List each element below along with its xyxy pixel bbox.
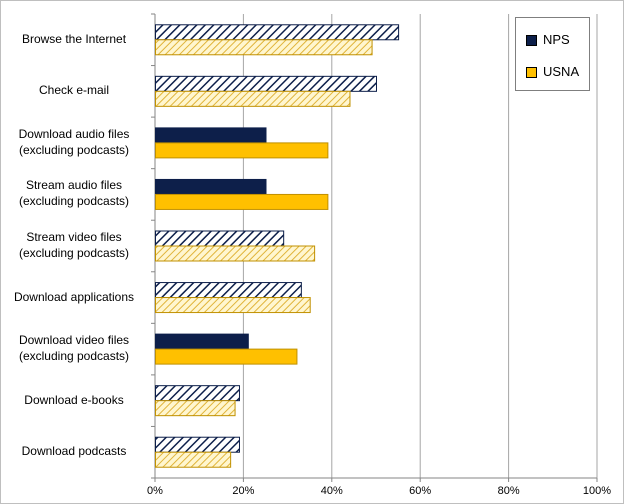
bar-usna-2: [155, 142, 329, 159]
bar-usna-0: [155, 39, 373, 56]
category-label: Download applications: [13, 289, 135, 304]
legend-label-usna: USNA: [543, 64, 580, 79]
legend: NPS USNA: [515, 17, 590, 91]
x-tick-label: 100%: [582, 485, 612, 497]
bar-usna-4: [155, 245, 316, 262]
bar-usna-6: [155, 348, 298, 365]
bar-nps-1: [155, 75, 377, 92]
bar-usna-3: [155, 193, 329, 210]
x-tick-label: 40%: [320, 485, 343, 497]
bar-nps-5: [155, 282, 302, 299]
x-tick-label: 60%: [409, 485, 432, 497]
category-label: Browse the Internet: [21, 31, 127, 46]
bar-usna-8: [155, 451, 232, 468]
legend-label-nps: NPS: [543, 32, 570, 47]
category-label: Download e-books: [24, 392, 124, 407]
bar-usna-5: [155, 297, 311, 314]
bar-nps-4: [155, 230, 285, 247]
x-tick-label: 80%: [497, 485, 520, 497]
category-label: Download video files (excluding podcasts…: [18, 333, 130, 364]
x-tick-label: 0%: [147, 485, 163, 497]
bar-usna-7: [155, 400, 236, 417]
bar-nps-8: [155, 436, 240, 453]
bar-nps-0: [155, 24, 400, 41]
category-label: Download audio files (excluding podcasts…: [18, 126, 130, 157]
category-label: Download podcasts: [21, 444, 127, 459]
legend-swatch-nps: [526, 35, 537, 46]
category-label: Stream video files (excluding podcasts): [18, 230, 130, 260]
bar-usna-1: [155, 90, 351, 107]
legend-swatch-usna: [526, 67, 537, 78]
category-label: Check e-mail: [38, 83, 110, 98]
bar-nps-6: [155, 333, 249, 350]
bar-nps-3: [155, 178, 267, 195]
x-tick-label: 20%: [232, 485, 255, 497]
bar-nps-2: [155, 127, 267, 144]
category-label: Stream audio files (excluding podcasts): [18, 178, 130, 209]
bar-nps-7: [155, 385, 240, 402]
